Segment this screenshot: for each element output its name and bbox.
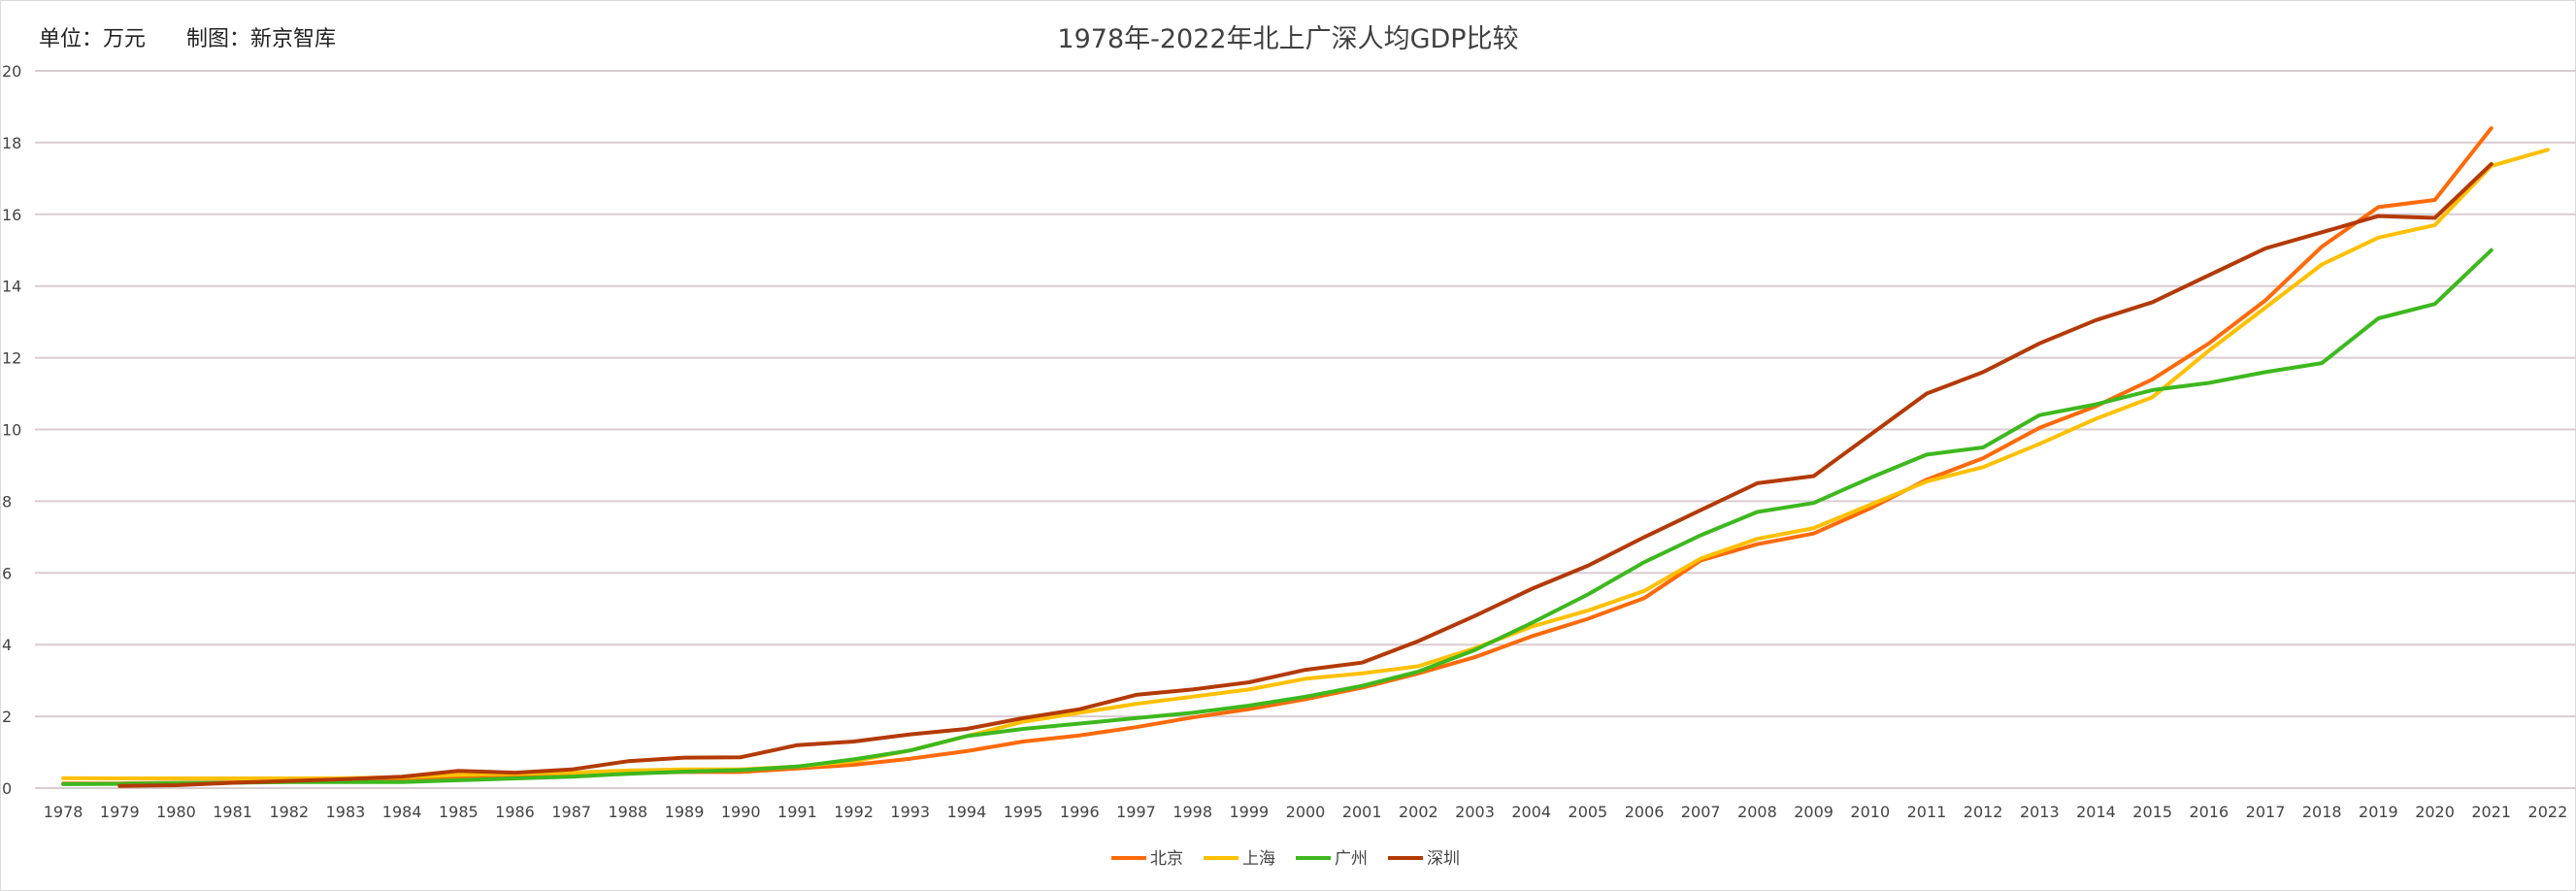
- legend-label: 广州: [1335, 849, 1368, 869]
- legend-label: 北京: [1150, 849, 1183, 869]
- legend-label: 深圳: [1427, 849, 1460, 869]
- series-line-广州: [61, 248, 2493, 786]
- x-tick-label: 2005: [1569, 803, 1608, 821]
- x-tick-label: 2010: [1850, 803, 1890, 821]
- x-tick-label: 1988: [609, 803, 648, 821]
- x-tick-label: 1999: [1229, 803, 1269, 821]
- y-tick-label: 2: [2, 708, 12, 726]
- x-tick-label: 1995: [1004, 803, 1043, 821]
- x-tick-label: 2020: [2415, 803, 2455, 821]
- x-tick-label: 2006: [1625, 803, 1665, 821]
- x-tick-label: 1991: [777, 803, 817, 821]
- x-tick-label: 2001: [1342, 803, 1382, 821]
- x-tick-label: 1986: [495, 803, 535, 821]
- x-tick-label: 1981: [213, 803, 252, 821]
- x-tick-label: 2016: [2189, 803, 2229, 821]
- x-tick-label: 1993: [890, 803, 930, 821]
- x-tick-label: 1989: [665, 803, 705, 821]
- x-tick-label: 1992: [834, 803, 874, 821]
- series-line-上海: [61, 148, 2550, 780]
- x-tick-label: 1997: [1116, 803, 1156, 821]
- y-tick-label: 20: [2, 62, 21, 81]
- x-tick-label: 2013: [2020, 803, 2060, 821]
- y-tick-label: 0: [2, 779, 12, 798]
- y-tick-label: 8: [2, 492, 12, 511]
- x-tick-label: 2004: [1511, 803, 1551, 821]
- x-tick-label: 1979: [100, 803, 140, 821]
- chart-title: 1978年-2022年北上广深人均GDP比较: [1057, 24, 1519, 54]
- x-tick-label: 2012: [1964, 803, 2003, 821]
- x-tick-label: 2002: [1399, 803, 1438, 821]
- x-tick-label: 2015: [2132, 803, 2172, 821]
- x-tick-label: 2008: [1737, 803, 1777, 821]
- y-tick-label: 12: [2, 349, 21, 368]
- x-tick-label: 1983: [326, 803, 366, 821]
- x-tick-label: 2011: [1907, 803, 1947, 821]
- x-tick-label: 2017: [2246, 803, 2286, 821]
- y-tick-label: 10: [2, 421, 21, 440]
- y-tick-label: 14: [2, 278, 21, 296]
- series-line-北京: [61, 126, 2493, 786]
- x-tick-label: 1982: [269, 803, 309, 821]
- x-tick-label: 1980: [156, 803, 196, 821]
- x-tick-label: 2019: [2359, 803, 2398, 821]
- x-tick-label: 2000: [1286, 803, 1326, 821]
- x-tick-label: 2007: [1681, 803, 1721, 821]
- x-tick-label: 2021: [2471, 803, 2511, 821]
- x-tick-label: 1998: [1172, 803, 1212, 821]
- y-tick-label: 4: [2, 636, 12, 654]
- y-tick-label: 18: [2, 134, 21, 152]
- x-tick-label: 1987: [551, 803, 591, 821]
- y-tick-label: 16: [2, 206, 21, 224]
- y-tick-label: 6: [2, 564, 12, 582]
- x-tick-label: 2018: [2302, 803, 2342, 821]
- x-tick-label: 1990: [721, 803, 761, 821]
- legend-label: 上海: [1242, 849, 1275, 869]
- x-tick-label: 1984: [382, 803, 422, 821]
- x-tick-label: 1994: [947, 803, 987, 821]
- x-tick-label: 1996: [1060, 803, 1100, 821]
- x-tick-label: 1985: [439, 803, 479, 821]
- chart-subtitle: 单位：万元 制图：新京智库: [39, 27, 336, 51]
- x-tick-label: 2009: [1794, 803, 1833, 821]
- series-line-深圳: [117, 162, 2493, 788]
- x-tick-label: 2014: [2076, 803, 2116, 821]
- x-tick-label: 1978: [44, 803, 83, 821]
- x-tick-label: 2003: [1455, 803, 1495, 821]
- x-tick-label: 2022: [2528, 803, 2568, 821]
